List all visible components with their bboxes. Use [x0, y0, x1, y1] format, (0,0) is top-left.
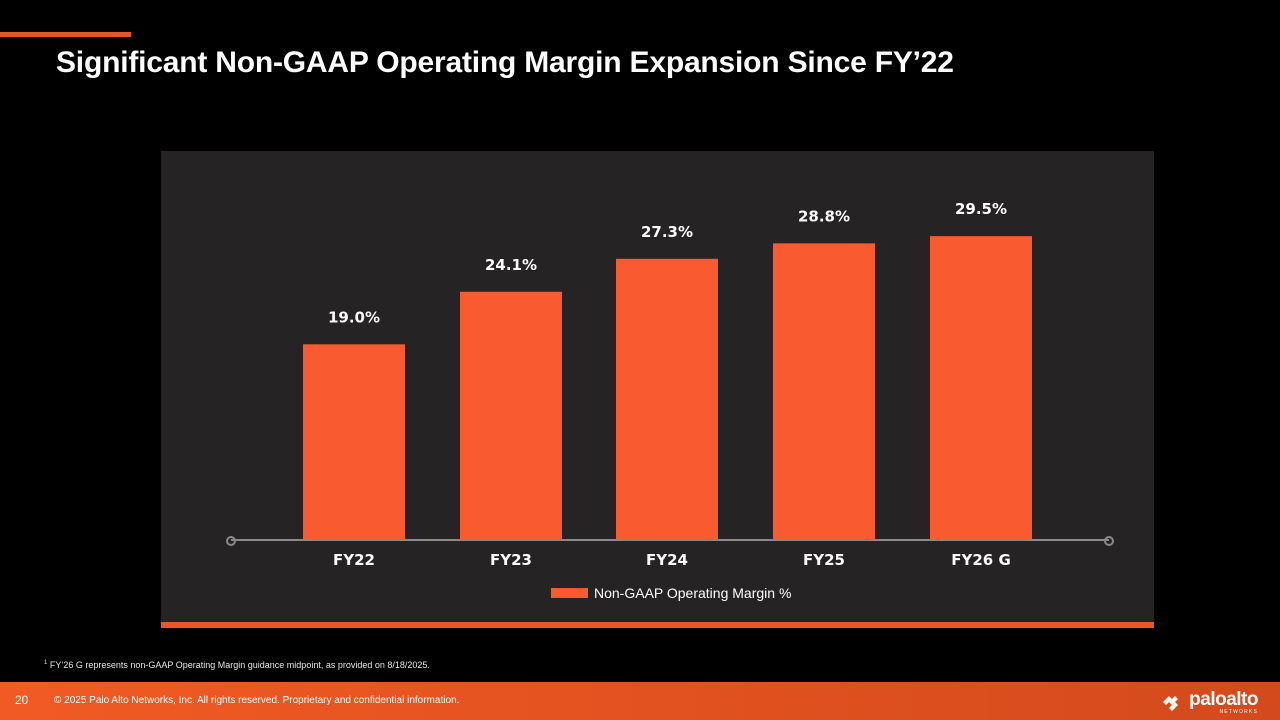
footer-bar: 20 © 2025 Palo Alto Networks, Inc. All r… — [0, 682, 1280, 720]
company-logo: paloalto NETWORKS — [1161, 688, 1258, 716]
bar-fy24 — [616, 258, 718, 540]
chart-panel: 19.0% FY22 24.1% FY23 27.3% FY24 28.8% FY25 29.5… — [161, 151, 1154, 623]
legend-swatch — [551, 588, 588, 598]
x-tick-label: FY24 — [646, 551, 688, 569]
page-title: Significant Non-GAAP Operating Margin Ex… — [56, 46, 954, 79]
footnote-text: FY’26 G represents non-GAAP Operating Ma… — [47, 660, 430, 670]
data-label: 28.8% — [798, 207, 850, 225]
legend-label: Non-GAAP Operating Margin % — [594, 585, 791, 601]
bar-fy23 — [460, 291, 562, 540]
data-label: 29.5% — [955, 200, 1007, 218]
bar-fy22 — [303, 344, 405, 540]
bar-fy26-g — [930, 236, 1032, 540]
x-tick-label: FY22 — [333, 551, 375, 569]
data-label: 27.3% — [641, 223, 693, 241]
data-label: 24.1% — [485, 256, 537, 274]
bar-chart: 19.0% FY22 24.1% FY23 27.3% FY24 28.8% FY25 29.5… — [226, 200, 1114, 601]
axis-end-left — [226, 536, 236, 546]
axis-end-right — [1104, 536, 1114, 546]
page-number: 20 — [15, 693, 29, 707]
chart-underline — [161, 622, 1154, 628]
logo-wordmark: paloalto — [1189, 688, 1258, 710]
logo-subtext: NETWORKS — [1219, 708, 1258, 715]
copyright-text: © 2025 Palo Alto Networks, Inc. All righ… — [54, 695, 460, 706]
bar-fy25 — [773, 243, 875, 541]
x-tick-label: FY25 — [803, 551, 845, 569]
footnote: 1 FY’26 G represents non-GAAP Operating … — [44, 660, 430, 670]
title-accent-bar — [0, 32, 131, 37]
paloalto-logo-icon — [1163, 696, 1179, 711]
footnote-marker: 1 — [44, 660, 48, 666]
data-label: 19.0% — [328, 308, 380, 326]
x-tick-label: FY26 G — [951, 551, 1011, 569]
x-tick-label: FY23 — [490, 551, 532, 569]
